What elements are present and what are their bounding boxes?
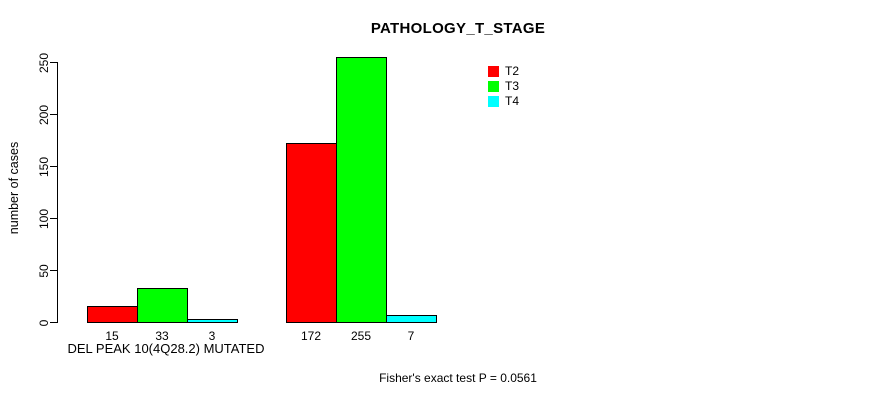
bar-T3-group1 xyxy=(137,288,188,323)
y-tick-0 xyxy=(50,322,57,323)
y-axis-line xyxy=(57,62,58,323)
legend-item-T2: T2 xyxy=(488,64,519,79)
bar-T4-group2 xyxy=(386,315,437,323)
legend-label-T3: T3 xyxy=(505,79,520,93)
y-tick-label-100: 100 xyxy=(37,208,51,229)
bar-value-T2-group1: 15 xyxy=(105,329,119,343)
chart-title: PATHOLOGY_T_STAGE xyxy=(370,20,546,37)
bar-value-T2-group2: 172 xyxy=(300,329,322,343)
y-tick-250 xyxy=(50,62,57,63)
y-tick-150 xyxy=(50,166,57,167)
bar-T2-group2 xyxy=(286,143,337,323)
legend-label-T4: T4 xyxy=(505,94,520,108)
legend-label-T2: T2 xyxy=(505,64,520,78)
legend-item-T4: T4 xyxy=(488,94,519,109)
y-tick-label-0: 0 xyxy=(37,319,51,326)
bar-value-T4-group2: 7 xyxy=(407,329,415,343)
y-tick-label-150: 150 xyxy=(37,156,51,177)
legend-swatch-T3 xyxy=(488,81,499,92)
category-label-group1: DEL PEAK 10(4Q28.2) MUTATED xyxy=(67,341,265,356)
legend-item-T3: T3 xyxy=(488,79,519,94)
y-tick-label-200: 200 xyxy=(37,104,51,125)
y-tick-label-50: 50 xyxy=(37,263,51,278)
bar-value-T4-group1: 3 xyxy=(208,329,216,343)
legend: T2 T3 T4 xyxy=(488,64,519,109)
bar-T4-group1 xyxy=(187,319,238,323)
annotation-fisher-test: Fisher's exact test P = 0.0561 xyxy=(379,371,537,385)
legend-swatch-T4 xyxy=(488,96,499,107)
legend-swatch-T2 xyxy=(488,66,499,77)
y-tick-100 xyxy=(50,218,57,219)
bar-T3-group2 xyxy=(336,57,387,323)
y-axis-label: number of cases xyxy=(7,141,21,235)
y-tick-label-250: 250 xyxy=(37,52,51,73)
bar-value-T3-group1: 33 xyxy=(155,329,169,343)
y-tick-50 xyxy=(50,270,57,271)
y-tick-200 xyxy=(50,114,57,115)
bar-value-T3-group2: 255 xyxy=(350,329,372,343)
bar-T2-group1 xyxy=(87,306,138,323)
